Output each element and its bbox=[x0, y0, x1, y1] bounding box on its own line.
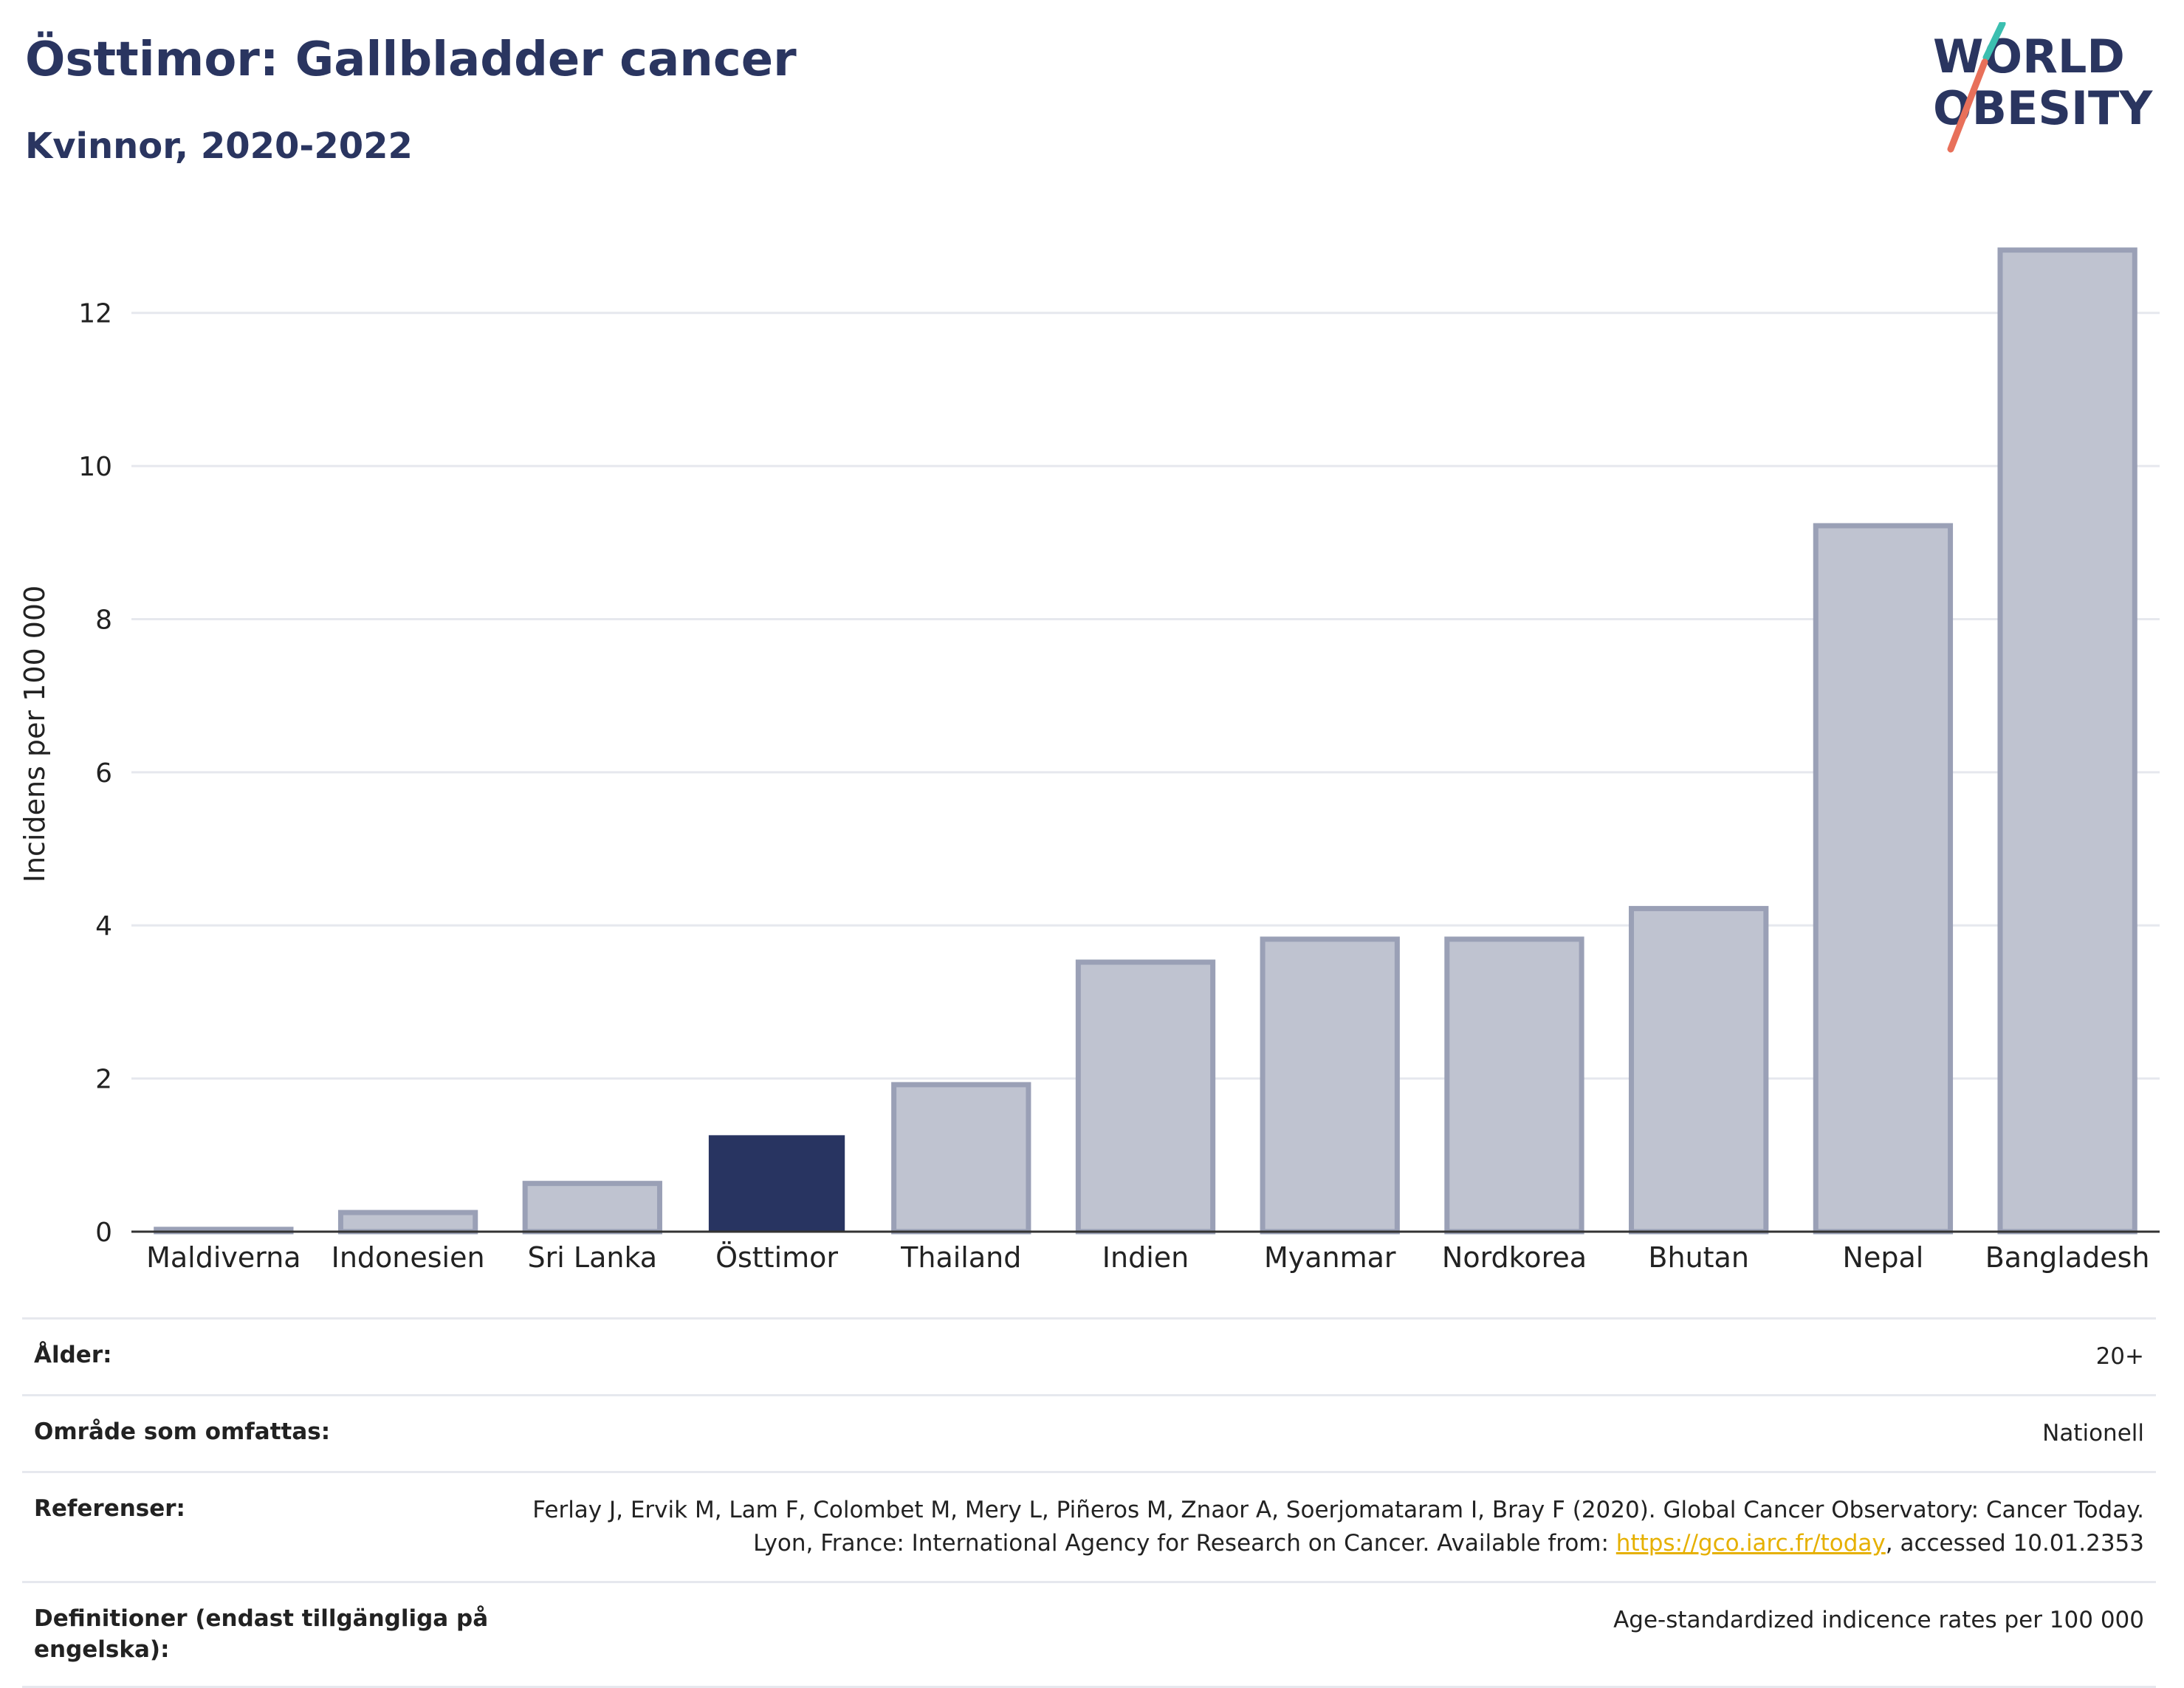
age-value: 20+ bbox=[2095, 1343, 2144, 1370]
bars bbox=[154, 247, 2137, 1235]
y-axis-label: Incidens per 100 000 bbox=[18, 586, 51, 883]
y-tick-labels: 0 2 4 6 8 10 12 bbox=[78, 299, 112, 1248]
x-tick-labels: Maldiverna Indonesien Sri Lanka Östtimor Tha… bbox=[146, 1241, 2149, 1274]
bar-Thailand bbox=[891, 1082, 1031, 1235]
info-row-area: Område som omfattas: Nationell bbox=[22, 1393, 2156, 1471]
x-tick-label: Myanmar bbox=[1264, 1241, 1396, 1274]
bar-Östtimor bbox=[708, 1135, 845, 1233]
references-link[interactable]: https://gco.iarc.fr/today bbox=[1615, 1529, 1886, 1557]
y-tick-label: 12 bbox=[78, 299, 112, 329]
chart-subtitle: Kvinnor, 2020-2022 bbox=[25, 126, 413, 167]
logo-slash-teal bbox=[1982, 22, 2006, 61]
bar-chart: 0 2 4 6 8 10 12 Maldiverna Indonesien Sri Lanka Ö… bbox=[18, 247, 2160, 1274]
bar-Indonesien bbox=[337, 1210, 478, 1235]
bar-Nepal bbox=[1813, 523, 1954, 1235]
x-tick-label: Indien bbox=[1102, 1241, 1189, 1274]
info-row-age: Ålder: 20+ bbox=[22, 1317, 2156, 1394]
area-label: Område som omfattas: bbox=[34, 1418, 331, 1445]
x-tick-label: Indonesien bbox=[332, 1241, 485, 1274]
definitions-label: Definitioner (endast tillgängliga på eng… bbox=[34, 1605, 489, 1663]
area-value: Nationell bbox=[2042, 1419, 2144, 1447]
bar-Indien bbox=[1075, 959, 1216, 1235]
y-tick-label: 0 bbox=[95, 1218, 112, 1248]
y-tick-label: 6 bbox=[95, 758, 112, 789]
references-value: Ferlay J, Ervik M, Lam F, Colombet M, Me… bbox=[520, 1494, 2144, 1560]
x-tick-label: Nepal bbox=[1843, 1241, 1924, 1274]
world-obesity-logo: WORLD OBESITY bbox=[1933, 22, 2153, 153]
age-label: Ålder: bbox=[34, 1342, 112, 1368]
bar-Nordkorea bbox=[1444, 936, 1584, 1235]
info-row-references: Referenser: Ferlay J, Ervik M, Lam F, Co… bbox=[22, 1470, 2156, 1581]
info-row-definitions: Definitioner (endast tillgängliga på eng… bbox=[22, 1580, 2156, 1688]
x-tick-label: Maldiverna bbox=[146, 1241, 301, 1274]
references-accessed: , accessed 10.01.2353 bbox=[1885, 1529, 2144, 1557]
logo-word-world: WORLD bbox=[1933, 30, 2125, 83]
definitions-value: Age-standardized indicence rates per 100… bbox=[1613, 1606, 2144, 1633]
x-tick-label: Bhutan bbox=[1648, 1241, 1749, 1274]
chart-title: Östtimor: Gallbladder cancer bbox=[25, 32, 797, 87]
references-text: Ferlay J, Ervik M, Lam F, Colombet M, Me… bbox=[532, 1496, 2144, 1557]
y-tick-label: 8 bbox=[95, 605, 112, 635]
bar-Myanmar bbox=[1260, 936, 1400, 1235]
x-tick-label: Sri Lanka bbox=[528, 1241, 658, 1274]
x-tick-label: Thailand bbox=[900, 1241, 1021, 1274]
bar-Bangladesh bbox=[1997, 247, 2137, 1235]
bar-Sri Lanka bbox=[522, 1181, 662, 1235]
x-tick-label: Östtimor bbox=[715, 1241, 838, 1274]
info-table: Ålder: 20+ Område som omfattas: Nationel… bbox=[22, 1317, 2156, 1688]
y-tick-label: 4 bbox=[95, 911, 112, 941]
bar-Bhutan bbox=[1629, 905, 1769, 1235]
y-tick-label: 10 bbox=[78, 452, 112, 482]
x-tick-label: Nordkorea bbox=[1442, 1241, 1587, 1274]
x-tick-label: Bangladesh bbox=[1985, 1241, 2150, 1274]
references-label: Referenser: bbox=[34, 1495, 185, 1522]
y-tick-label: 2 bbox=[95, 1065, 112, 1095]
logo-slash-coral bbox=[1947, 58, 1988, 153]
